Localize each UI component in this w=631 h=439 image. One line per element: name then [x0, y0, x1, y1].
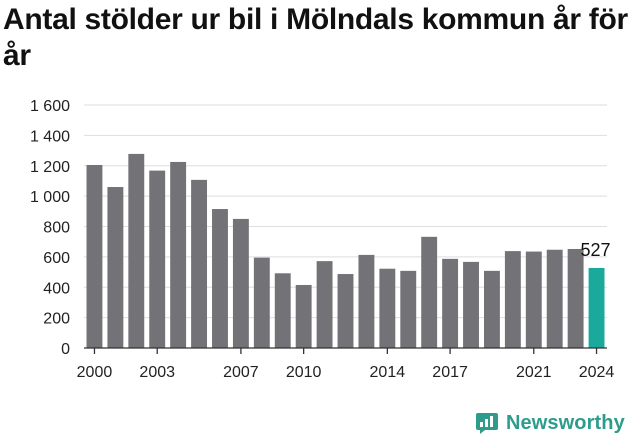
bar-2008	[253, 257, 270, 348]
y-tick-label: 200	[43, 311, 70, 328]
x-tick-label: 2014	[370, 364, 406, 381]
x-axis-tick-labels: 2000 2003 2007 2010 2014 2017 2021 2024	[77, 364, 615, 381]
y-tick-label: 0	[61, 341, 70, 358]
bar-2017	[442, 258, 459, 348]
bar-2023	[567, 248, 584, 348]
chart-title: Antal stölder ur bil i Mölndals kommun å…	[3, 3, 628, 72]
data-labels: 527	[581, 240, 611, 260]
bar-2001	[107, 187, 124, 348]
bar-2005	[191, 179, 208, 348]
x-tick-label: 2017	[432, 364, 468, 381]
y-tick-label: 600	[43, 250, 70, 267]
bar-2009	[274, 273, 291, 348]
bar-2024	[588, 267, 605, 348]
y-tick-label: 1 200	[30, 159, 70, 176]
bar-2000	[86, 164, 103, 348]
bar-2018	[463, 261, 479, 348]
data-label-2024: 527	[581, 240, 611, 260]
bar-2015	[400, 270, 417, 348]
newsworthy-logo-icon	[476, 413, 498, 434]
bar-2013	[358, 254, 375, 348]
bar-2011	[316, 261, 333, 348]
y-tick-label: 800	[43, 220, 70, 237]
bar-2014	[379, 268, 396, 348]
bar-series	[86, 153, 605, 348]
bar-2007	[232, 218, 249, 348]
bar-2003	[149, 170, 166, 348]
bar-2020	[504, 251, 521, 348]
y-tick-label: 1 600	[30, 98, 70, 115]
bar-2010	[295, 284, 312, 348]
bar-2012	[337, 274, 354, 348]
y-tick-label: 1 400	[30, 128, 70, 145]
x-tick-label: 2000	[77, 364, 113, 381]
bar-2004	[170, 161, 187, 348]
bar-2016	[421, 236, 438, 348]
x-axis	[84, 347, 607, 354]
bar-2019	[483, 270, 500, 348]
bar-2021	[525, 251, 542, 348]
x-tick-label: 2007	[223, 364, 259, 381]
y-tick-label: 1 000	[30, 189, 70, 206]
bar-2022	[546, 249, 563, 348]
y-axis-tick-labels: 0 200 400 600 800 1 000 1 200 1 400 1 600	[30, 98, 70, 358]
y-tick-label: 400	[43, 280, 70, 297]
x-tick-label: 2010	[286, 364, 322, 381]
brand-name: Newsworthy	[506, 411, 625, 434]
bar-2006	[212, 209, 228, 348]
x-tick-label: 2024	[579, 364, 615, 381]
x-tick-label: 2021	[516, 364, 552, 381]
x-tick-label: 2003	[139, 364, 175, 381]
bar-2002	[128, 153, 145, 348]
brand-logo: Newsworthy	[475, 408, 625, 438]
